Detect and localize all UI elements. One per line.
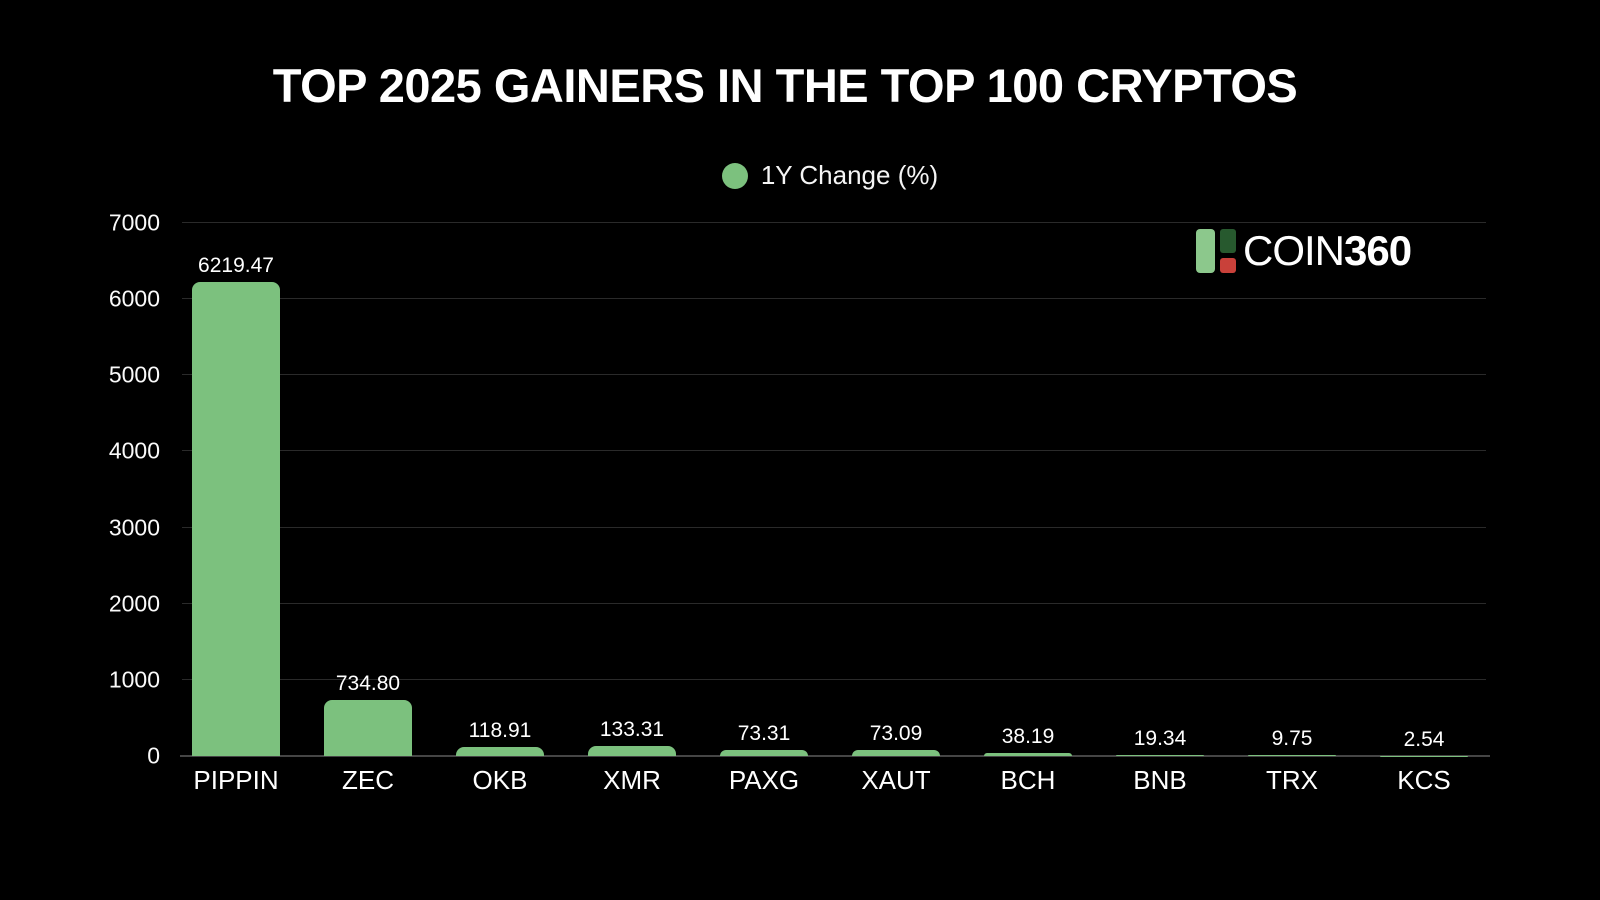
bar-value-label: 19.34 <box>1133 726 1187 750</box>
y-axis-tick-label: 4000 <box>108 437 160 464</box>
chart-title: TOP 2025 GAINERS IN THE TOP 100 CRYPTOS <box>272 59 1298 112</box>
legend-marker-icon <box>721 162 748 189</box>
bar-value-label: 118.91 <box>468 718 532 742</box>
y-axis-tick-label: 5000 <box>108 361 160 388</box>
x-axis-label: TRX <box>1266 765 1318 795</box>
y-axis-tick-label: 3000 <box>108 514 160 541</box>
bar-value-label: 6219.47 <box>198 254 274 278</box>
gridline <box>182 602 1486 604</box>
y-axis-tick-label: 7000 <box>108 209 160 236</box>
bar-column: 38.19 BCH <box>962 223 1094 793</box>
logo-green-square <box>1220 229 1236 253</box>
x-axis-label: PIPPIN <box>193 765 279 795</box>
bar-zec <box>324 700 412 756</box>
bars-container: 6219.47 PIPPIN 734.80 ZEC 118.91 OKB 133.31 XMR… <box>170 223 1490 793</box>
bar-okb <box>456 746 544 756</box>
y-axis-tick-label: 2000 <box>108 590 160 617</box>
legend-label: 1Y Change (%) <box>760 160 939 190</box>
bar-xmr <box>588 745 676 756</box>
bar-value-label: 73.09 <box>869 722 923 746</box>
x-axis-label: XMR <box>603 765 661 795</box>
bar-column: 73.31 PAXG <box>698 223 830 793</box>
bar-column: 6219.47 PIPPIN <box>170 223 302 793</box>
logo-red-square <box>1220 258 1236 273</box>
bar-value-label: 73.31 <box>737 722 791 746</box>
bar-column: 133.31 XMR <box>566 223 698 793</box>
bar-column: 118.91 OKB <box>434 223 566 793</box>
y-axis-tick-label: 0 <box>147 742 160 769</box>
gridline <box>182 374 1486 376</box>
gridline <box>182 222 1486 223</box>
x-axis-label: PAXG <box>728 765 800 795</box>
logo-text-360: 360 <box>1344 227 1412 274</box>
legend: 1Y Change (%) <box>170 160 1490 191</box>
bar-value-label: 2.54 <box>1403 727 1445 751</box>
gridline <box>182 450 1486 452</box>
gridline <box>182 526 1486 528</box>
bar-trx <box>1248 755 1336 756</box>
logo-left-bar <box>1196 229 1215 273</box>
gridline <box>182 678 1486 680</box>
x-axis-label: XAUT <box>861 765 931 795</box>
coin360-logo: COIN360 <box>1196 227 1412 274</box>
bar-bch <box>984 753 1072 756</box>
bar-value-label: 9.75 <box>1271 727 1313 751</box>
bar-paxg <box>720 750 808 756</box>
y-axis-tick-label: 1000 <box>108 666 160 693</box>
bar-value-label: 38.19 <box>1001 725 1055 749</box>
x-axis-label: BCH <box>1000 765 1056 795</box>
logo-text-coin: COIN <box>1243 227 1345 274</box>
bar-column: 19.34 BNB <box>1094 223 1226 793</box>
bar-bnb <box>1116 754 1204 756</box>
bar-column: 9.75 TRX <box>1226 223 1358 793</box>
bar-pippin <box>192 282 280 756</box>
x-axis-label: OKB <box>472 765 528 795</box>
bar-xaut <box>852 750 940 756</box>
coin360-logo-icon <box>1196 229 1236 273</box>
x-axis-label: BNB <box>1133 765 1187 795</box>
bar-value-label: 133.31 <box>599 717 665 741</box>
y-axis: 0 1000 2000 3000 4000 5000 6000 7000 <box>0 211 160 767</box>
coin360-logo-text: COIN360 <box>1243 227 1412 274</box>
bar-column: 2.54 KCS <box>1358 223 1490 793</box>
x-axis-line <box>180 755 1490 757</box>
x-axis-label: KCS <box>1397 765 1451 795</box>
y-axis-tick-label: 6000 <box>108 285 160 312</box>
bar-value-label: 734.80 <box>335 672 401 696</box>
x-axis-label: ZEC <box>342 765 394 795</box>
logo-right-column <box>1220 229 1236 273</box>
bar-column: 734.80 ZEC <box>302 223 434 793</box>
plot-area: 6219.47 PIPPIN 734.80 ZEC 118.91 OKB 133.31 XMR… <box>170 222 1490 793</box>
gridline <box>182 298 1486 300</box>
bar-column: 73.09 XAUT <box>830 223 962 793</box>
